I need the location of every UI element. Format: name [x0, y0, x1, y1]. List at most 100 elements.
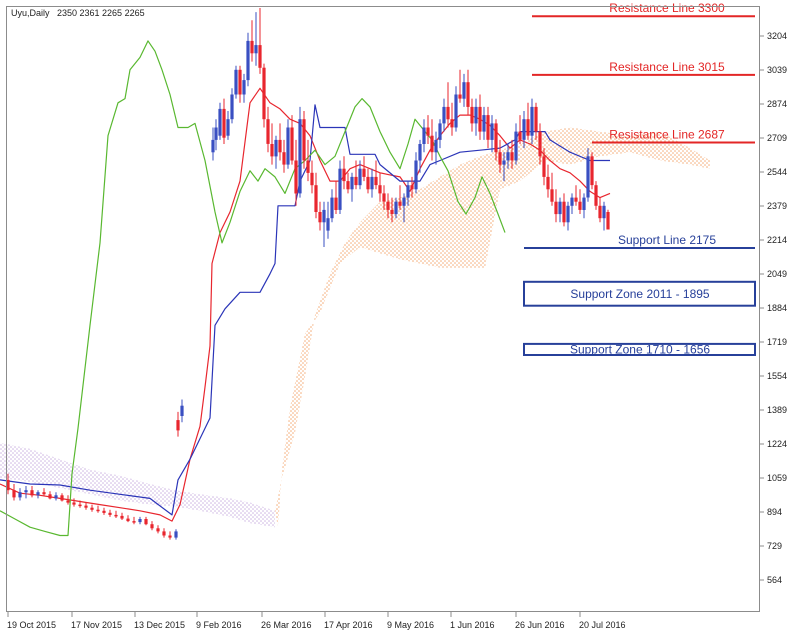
candle	[486, 106, 490, 149]
candle	[180, 399, 184, 423]
candle-body	[370, 176, 374, 190]
candle	[306, 139, 310, 182]
candle-body	[114, 514, 118, 517]
candle	[394, 197, 398, 219]
candle	[566, 201, 570, 231]
candle-body	[442, 106, 446, 124]
candle	[30, 486, 34, 498]
candle-body	[378, 185, 382, 194]
candle	[48, 491, 52, 500]
y-tick-label: 2544	[767, 167, 787, 177]
candle	[438, 119, 442, 149]
candle-body	[598, 205, 602, 219]
candle-body	[78, 504, 82, 507]
candle	[482, 106, 486, 140]
candle-body	[398, 201, 402, 206]
candle	[354, 160, 358, 190]
candle-body	[120, 515, 124, 519]
candle-body	[522, 119, 526, 140]
candle-body	[322, 209, 326, 223]
candle	[102, 507, 106, 515]
cloud-bull-segment-2	[275, 127, 710, 528]
candle	[138, 516, 142, 525]
candle-body	[278, 139, 282, 153]
candle	[510, 139, 514, 169]
y-tick-label: 1719	[767, 337, 787, 347]
candle	[390, 197, 394, 223]
candle-body	[546, 176, 550, 190]
kijun-line	[0, 104, 610, 516]
candle	[342, 156, 346, 190]
candle	[222, 98, 226, 144]
price-levels: Resistance Line 3300 Resistance Line 3015…	[523, 1, 756, 356]
candle-body	[314, 185, 318, 212]
candle	[374, 160, 378, 190]
candle-body	[406, 185, 410, 198]
candle-body	[6, 479, 10, 491]
candle-body	[434, 139, 438, 153]
candle-body	[542, 156, 546, 177]
candle-body	[262, 67, 266, 120]
candle	[290, 115, 294, 165]
candle-body	[402, 197, 406, 206]
candle-body	[12, 490, 16, 498]
candle-body	[414, 160, 418, 190]
candle-body	[144, 519, 148, 525]
candle-body	[534, 106, 538, 132]
candle-body	[174, 531, 178, 538]
candle	[514, 123, 518, 165]
candle	[534, 102, 538, 140]
candle	[314, 172, 318, 219]
candle	[258, 8, 262, 74]
candle-body	[282, 152, 286, 165]
candle-body	[526, 119, 530, 136]
candle	[310, 160, 314, 194]
y-tick-label: 1389	[767, 405, 787, 415]
candle-body	[530, 106, 534, 136]
candle	[398, 185, 402, 210]
candle-body	[218, 108, 222, 136]
candle	[494, 119, 498, 161]
candle	[12, 484, 16, 501]
candle-body	[96, 509, 100, 512]
candle-body	[310, 172, 314, 186]
candle-body	[214, 127, 218, 140]
candle	[24, 486, 28, 499]
candle-body	[242, 80, 246, 95]
candle-body	[238, 69, 242, 95]
candle	[590, 152, 594, 190]
resistance-line-label: Resistance Line 2687	[609, 128, 725, 142]
candle	[246, 32, 250, 87]
candle	[434, 131, 438, 165]
candle-body	[446, 106, 450, 120]
candle-body	[502, 160, 506, 165]
candle	[402, 193, 406, 223]
support-zone-1	[523, 280, 756, 307]
candle-body	[590, 156, 594, 186]
candle	[218, 102, 222, 140]
candle-body	[18, 492, 22, 498]
cloud-bear-segment-1	[0, 442, 275, 528]
x-tick-label: 17 Apr 2016	[324, 620, 373, 630]
candle	[386, 193, 390, 219]
candle	[286, 119, 290, 169]
candle	[378, 172, 382, 202]
candle	[36, 490, 40, 499]
candle	[250, 20, 254, 62]
candle	[542, 148, 546, 186]
candle-body	[382, 193, 386, 202]
candle-body	[486, 115, 490, 140]
candle-body	[354, 176, 358, 186]
candle-body	[506, 152, 510, 161]
support-line-label: Support Line 2175	[618, 233, 716, 247]
candle-body	[390, 209, 394, 214]
candle-body	[418, 144, 422, 161]
candle	[366, 168, 370, 194]
candle-body	[102, 510, 106, 513]
candle-body	[222, 108, 226, 138]
candle-body	[270, 144, 274, 157]
y-tick-label: 2379	[767, 201, 787, 211]
candle-body	[156, 528, 160, 532]
candle	[502, 152, 506, 182]
